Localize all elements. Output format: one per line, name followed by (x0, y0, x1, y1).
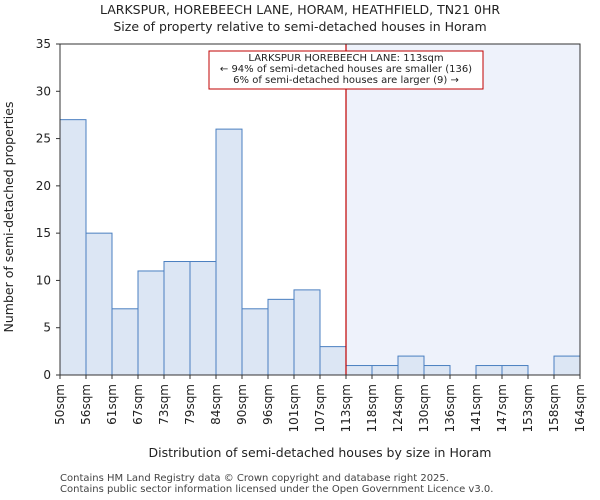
y-axis-label: Number of semi-detached properties (1, 102, 16, 333)
x-tick-label: 101sqm (287, 384, 301, 432)
x-tick-label: 90sqm (235, 384, 249, 425)
x-tick-label: 67sqm (131, 384, 145, 425)
bar-101sqm (293, 289, 321, 376)
y-tick-label: 0 (43, 368, 51, 382)
x-tick-label: 124sqm (391, 384, 405, 432)
x-tick-label: 79sqm (183, 384, 197, 425)
y-tick-label: 15 (36, 226, 51, 240)
x-tick-label: 61sqm (105, 384, 119, 425)
footer-copyright: Contains HM Land Registry data © Crown c… (60, 473, 449, 484)
y-tick-label: 35 (36, 37, 51, 51)
larger-properties-region (346, 44, 580, 375)
x-tick-label: 153sqm (521, 384, 535, 432)
y-axis-ticks: 0 5 10 15 20 25 30 35 (36, 37, 60, 382)
x-tick-label: 84sqm (209, 384, 223, 425)
y-tick-label: 20 (36, 179, 51, 193)
x-tick-label: 118sqm (365, 384, 379, 432)
y-tick-label: 25 (36, 132, 51, 146)
bar-107sqm (319, 346, 347, 376)
y-tick-label: 30 (36, 84, 51, 98)
y-tick-label: 5 (43, 321, 51, 335)
bars-group (59, 119, 581, 376)
annotation-line-1: LARKSPUR HOREBEECH LANE: 113sqm (248, 53, 443, 64)
x-tick-label: 130sqm (417, 384, 431, 432)
x-tick-label: 56sqm (79, 384, 93, 425)
bar-79sqm (189, 261, 217, 376)
x-tick-label: 164sqm (573, 384, 587, 432)
bar-96sqm (267, 298, 295, 376)
bar-61sqm (111, 308, 139, 376)
x-tick-label: 73sqm (157, 384, 171, 425)
plot-frame (59, 43, 581, 376)
annotation-frame (208, 50, 484, 90)
annotation-box: LARKSPUR HOREBEECH LANE: 113sqm ← 94% of… (208, 50, 484, 90)
bar-158sqm (553, 355, 581, 376)
bar-73sqm (163, 261, 191, 376)
x-tick-label: 141sqm (469, 384, 483, 432)
x-tick-label: 50sqm (53, 384, 67, 425)
bar-147sqm (501, 365, 529, 376)
x-tick-label: 136sqm (443, 384, 457, 432)
bar-130sqm (423, 365, 451, 376)
bar-84sqm (215, 128, 243, 376)
chart-subtitle: Size of property relative to semi-detach… (113, 19, 486, 34)
x-axis-label: Distribution of semi-detached houses by … (149, 445, 492, 460)
bar-113sqm (345, 365, 373, 376)
x-axis-ticks: 50sqm 56sqm 61sqm 67sqm 73sqm 79sqm 84sqm 90sqm… (53, 375, 587, 432)
x-tick-label: 147sqm (495, 384, 509, 432)
bar-141sqm (475, 365, 503, 376)
footer-licence: Contains public sector information licen… (60, 484, 494, 495)
bar-56sqm (85, 232, 113, 376)
x-tick-label: 158sqm (547, 384, 561, 432)
bar-67sqm (137, 270, 165, 376)
y-tick-label: 10 (36, 273, 51, 287)
x-tick-label: 96sqm (261, 384, 275, 425)
x-tick-label: 107sqm (313, 384, 327, 432)
bar-118sqm (371, 365, 399, 376)
bar-90sqm (241, 308, 269, 376)
annotation-line-3: 6% of semi-detached houses are larger (9… (233, 75, 459, 86)
chart-title: LARKSPUR, HOREBEECH LANE, HORAM, HEATHFI… (100, 2, 500, 17)
bar-124sqm (397, 355, 425, 376)
bar-50sqm (59, 119, 87, 376)
x-tick-label: 113sqm (339, 384, 353, 432)
annotation-line-2: ← 94% of semi-detached houses are smalle… (220, 64, 472, 75)
